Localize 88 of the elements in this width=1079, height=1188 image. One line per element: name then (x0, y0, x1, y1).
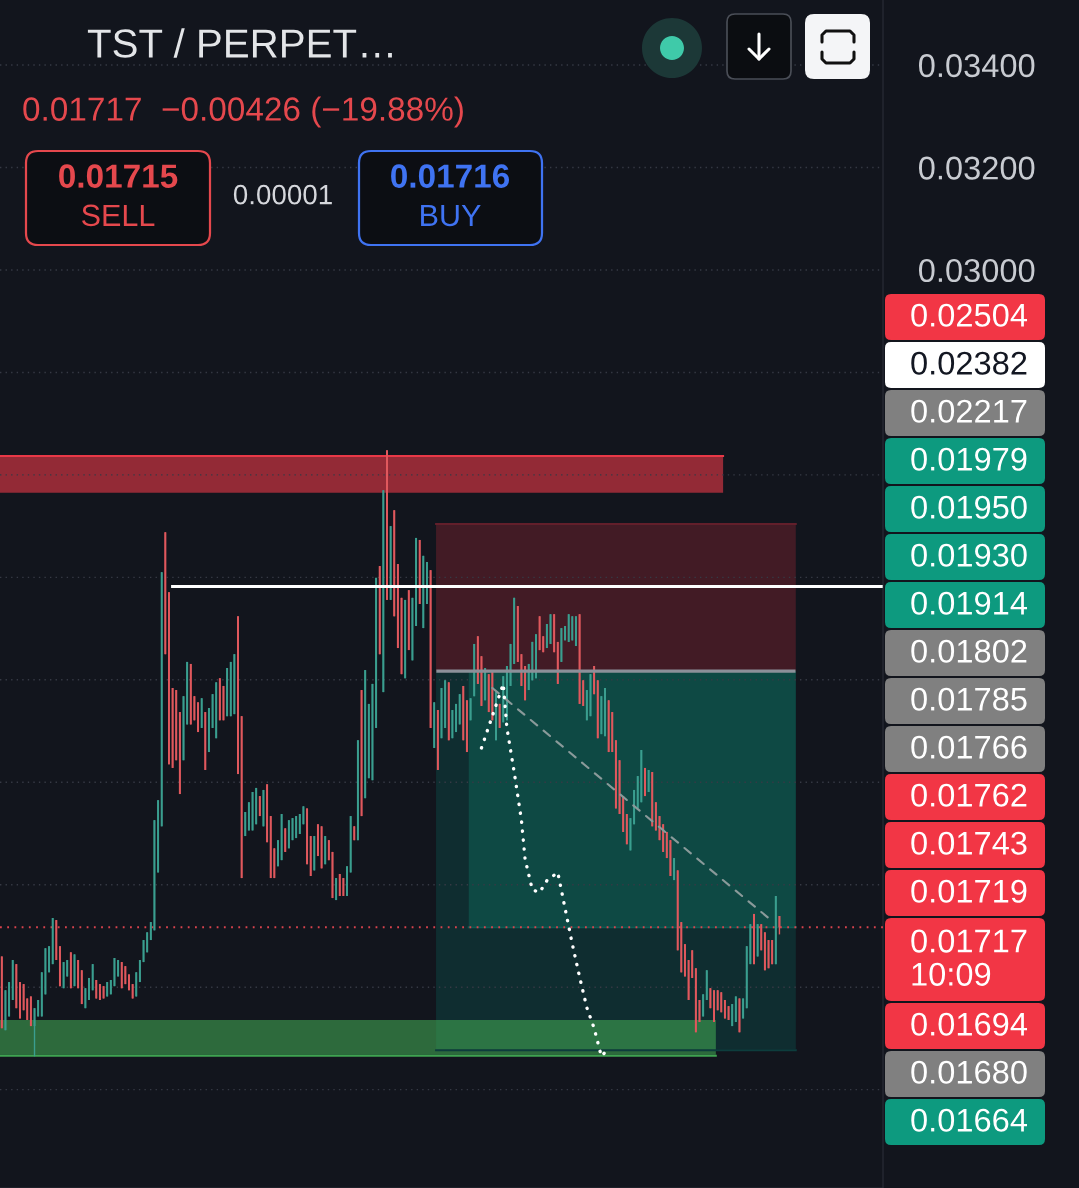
candlestick (756, 923, 759, 958)
candlestick (767, 939, 770, 969)
candlestick (382, 489, 385, 693)
candlestick (643, 767, 646, 797)
candlestick (469, 697, 472, 721)
candlestick (385, 449, 388, 601)
text: 0.01762 (911, 783, 1027, 807)
candlestick (102, 985, 105, 1000)
candlestick (284, 827, 287, 853)
candlestick (84, 987, 87, 1009)
candlestick (276, 839, 279, 867)
text: 0.01664 (911, 1108, 1028, 1132)
candlestick (346, 865, 349, 897)
y-tick-label: 0.03400 (919, 54, 1035, 78)
text: 0.02504 (911, 303, 1028, 327)
candlestick (131, 983, 134, 1000)
candlestick (18, 981, 21, 1020)
text: 0.01766 (911, 735, 1027, 759)
text: TST / PERPET… (87, 28, 392, 58)
annotation: 0.01715 (59, 164, 178, 188)
candlestick (495, 691, 498, 741)
text: 0.02382 (911, 351, 1027, 375)
candlestick (560, 627, 563, 663)
candlestick (164, 531, 167, 655)
candlestick (73, 953, 76, 987)
candlestick (171, 687, 174, 769)
candlestick (738, 997, 741, 1033)
candlestick (716, 989, 719, 1011)
text: 0.01950 (911, 495, 1027, 519)
candlestick (534, 633, 537, 679)
candlestick (709, 987, 712, 1009)
candlestick (647, 769, 650, 793)
candlestick (280, 813, 283, 861)
annotation: 0.00001 (233, 184, 332, 205)
candlestick (360, 689, 363, 817)
text: 0.01930 (911, 543, 1027, 567)
text: 0.01694 (911, 1012, 1028, 1036)
candlestick (538, 615, 541, 651)
text: 0.01914 (911, 591, 1028, 615)
candlestick (549, 613, 552, 645)
candlestick (451, 709, 454, 739)
candlestick (240, 715, 243, 879)
candlestick (251, 791, 254, 832)
candlestick (400, 597, 403, 675)
candlestick (237, 615, 240, 775)
candlestick (600, 695, 603, 735)
candlestick (389, 525, 392, 601)
candlestick (320, 825, 323, 870)
candlestick (91, 963, 94, 991)
text: 0.01717 10:09 (911, 929, 1027, 986)
y-tick-label: 0.03000 (919, 259, 1035, 283)
candlestick (753, 913, 755, 965)
candlestick (128, 973, 130, 991)
text: 0.01743 (911, 831, 1027, 855)
candlestick (124, 965, 127, 985)
candlestick (349, 815, 352, 874)
annotation: 0.01716 (391, 164, 510, 188)
candlestick (498, 703, 501, 729)
candlestick (578, 613, 581, 705)
candlestick (604, 687, 607, 737)
text: 0.01680 (911, 1060, 1027, 1084)
candlestick (778, 915, 781, 936)
text: 0.01717 −0.00426 (−19.88%) (23, 96, 463, 128)
candlestick (15, 963, 18, 1009)
text: 0.01719 (911, 879, 1027, 903)
text: 0.01802 (911, 639, 1027, 663)
text: 0.01785 (911, 687, 1027, 711)
candlestick (262, 789, 265, 828)
candlestick (200, 697, 203, 729)
candlestick (458, 693, 461, 726)
candlestick (629, 817, 632, 852)
candlestick (607, 699, 610, 753)
candlestick (429, 569, 432, 729)
text: 0.01979 (911, 447, 1027, 471)
text: 0.02217 (911, 399, 1027, 423)
candlestick (62, 961, 65, 989)
candlestick (589, 673, 592, 717)
annotation: BUY (421, 204, 481, 227)
candlestick (727, 1005, 730, 1021)
candlestick (371, 683, 374, 781)
annotation: SELL (82, 204, 155, 227)
candlestick (233, 653, 236, 715)
candlestick (411, 597, 414, 662)
candlestick (291, 817, 294, 841)
candlestick (342, 877, 345, 897)
y-tick-label: 0.03200 (919, 156, 1035, 180)
candlestick (422, 555, 425, 629)
candlestick (4, 989, 7, 1031)
